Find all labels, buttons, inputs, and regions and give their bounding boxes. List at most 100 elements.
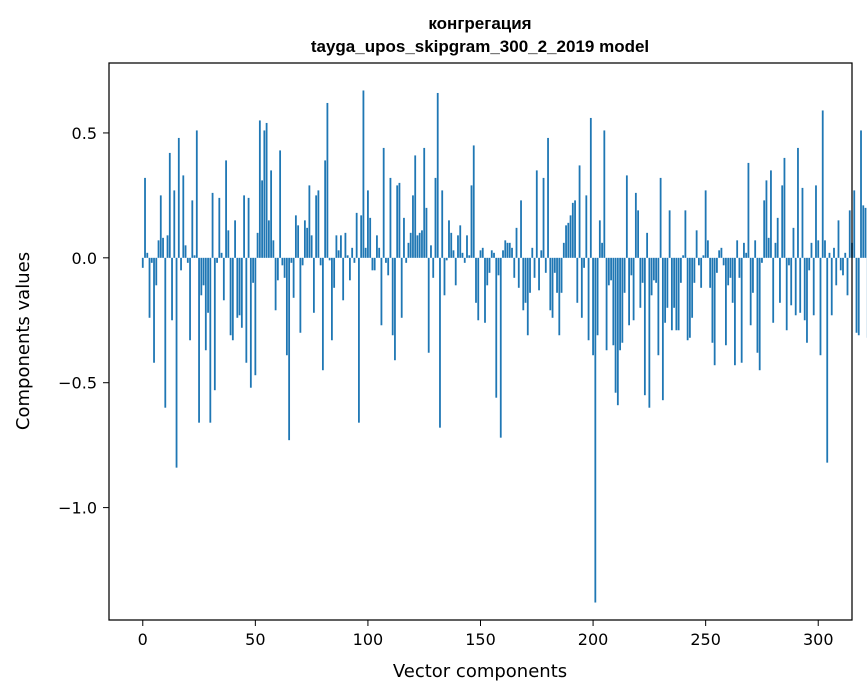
bar: [601, 242, 603, 258]
bar: [821, 110, 824, 258]
bar: [830, 257, 833, 316]
bar: [812, 257, 815, 316]
bar: [247, 197, 250, 258]
bar: [837, 220, 840, 258]
bar: [758, 257, 761, 371]
bar: [661, 257, 664, 401]
bar: [256, 232, 259, 258]
x-tick-label: 50: [245, 630, 265, 649]
bar: [168, 152, 171, 258]
bar: [781, 185, 784, 258]
bar: [409, 232, 412, 258]
x-tick-label: 0: [138, 630, 148, 649]
x-axis-label: Vector components: [393, 661, 567, 682]
bar: [542, 177, 545, 258]
bar: [457, 235, 459, 258]
bar: [279, 150, 282, 258]
bar: [385, 257, 387, 263]
bar: [387, 257, 390, 276]
bar: [450, 232, 453, 258]
bar: [686, 257, 689, 341]
bar: [511, 247, 513, 258]
bar: [294, 215, 297, 258]
bar: [495, 257, 498, 398]
bar: [353, 257, 356, 263]
bar: [344, 232, 347, 258]
bar: [337, 250, 340, 258]
bar: [860, 130, 862, 258]
bar: [236, 257, 239, 318]
bar: [578, 165, 581, 258]
bar: [490, 250, 493, 258]
bar: [815, 185, 817, 258]
bar: [639, 257, 642, 308]
bar: [745, 252, 748, 258]
bar: [389, 177, 392, 258]
bar: [321, 257, 324, 371]
bar: [378, 247, 381, 258]
bar: [227, 230, 230, 258]
bar: [668, 210, 671, 258]
bar: [819, 257, 822, 356]
bar: [761, 257, 763, 263]
chart-title: конгрегация: [428, 14, 531, 33]
bar: [560, 257, 563, 293]
bar: [220, 252, 223, 258]
bar: [531, 247, 534, 258]
bar: [630, 257, 633, 276]
bar: [427, 257, 430, 353]
bar: [238, 257, 241, 316]
bar: [558, 257, 561, 336]
bar: [276, 257, 279, 281]
bar: [833, 247, 835, 258]
bar: [513, 257, 516, 278]
bar: [283, 257, 286, 278]
bar: [749, 257, 752, 326]
bar: [855, 257, 858, 333]
y-tick-label: −0.5: [58, 374, 97, 393]
bar: [740, 257, 743, 363]
bar: [731, 257, 734, 303]
bar: [297, 225, 300, 258]
bar: [643, 257, 646, 396]
bar: [803, 257, 806, 321]
bar: [398, 182, 401, 258]
bar: [713, 257, 716, 366]
bar: [621, 257, 624, 343]
bar: [679, 257, 682, 283]
bar: [580, 257, 583, 318]
bar: [306, 227, 309, 258]
bar: [736, 240, 739, 258]
bar: [673, 257, 676, 308]
bar: [209, 257, 212, 423]
bar: [587, 257, 590, 341]
bar: [670, 257, 673, 331]
bar: [711, 257, 714, 343]
bar: [475, 257, 477, 303]
bar: [430, 245, 432, 258]
y-axis-ticks: −1.0 −0.5 0.0 0.5: [58, 124, 109, 518]
bar: [153, 257, 155, 363]
bar: [517, 257, 520, 288]
bar: [461, 252, 464, 258]
bar: [418, 232, 421, 258]
bar: [576, 257, 579, 303]
bar: [182, 175, 185, 258]
bar: [225, 160, 227, 258]
bar: [774, 242, 777, 258]
bar: [551, 257, 554, 318]
bar: [716, 257, 718, 273]
bar: [211, 192, 214, 258]
chart-subtitle: tayga_upos_skipgram_300_2_2019 model: [311, 37, 649, 56]
bar: [231, 257, 234, 341]
bar: [743, 242, 745, 258]
bar: [567, 222, 570, 258]
bar: [628, 257, 630, 326]
bar: [515, 227, 518, 258]
bar: [785, 257, 788, 331]
bar: [207, 257, 209, 313]
bar: [272, 240, 275, 258]
bar: [605, 257, 608, 351]
bar: [700, 257, 703, 288]
